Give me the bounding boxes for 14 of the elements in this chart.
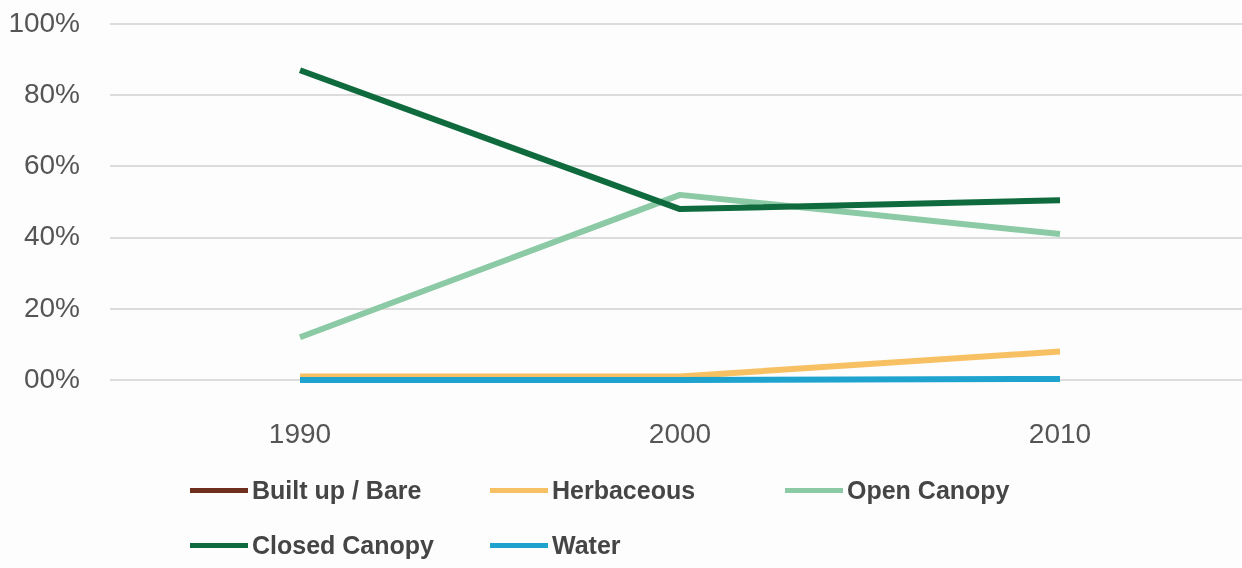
legend-label: Herbaceous xyxy=(552,476,696,505)
x-tick-label: 2010 xyxy=(1028,417,1092,449)
y-tick-label: 100% xyxy=(8,6,80,38)
x-tick-label: 1990 xyxy=(268,417,332,449)
legend-label: Built up / Bare xyxy=(252,476,422,505)
y-tick-label: 00% xyxy=(23,362,80,394)
x-tick-label: 2000 xyxy=(648,417,712,449)
y-tick-label: 20% xyxy=(23,291,80,323)
legend-label: Closed Canopy xyxy=(252,531,434,560)
y-tick-label: 60% xyxy=(23,149,80,181)
legend-label: Open Canopy xyxy=(847,476,1010,505)
y-tick-label: 40% xyxy=(23,220,80,252)
legend-label: Water xyxy=(552,531,621,560)
y-tick-label: 80% xyxy=(23,77,80,109)
